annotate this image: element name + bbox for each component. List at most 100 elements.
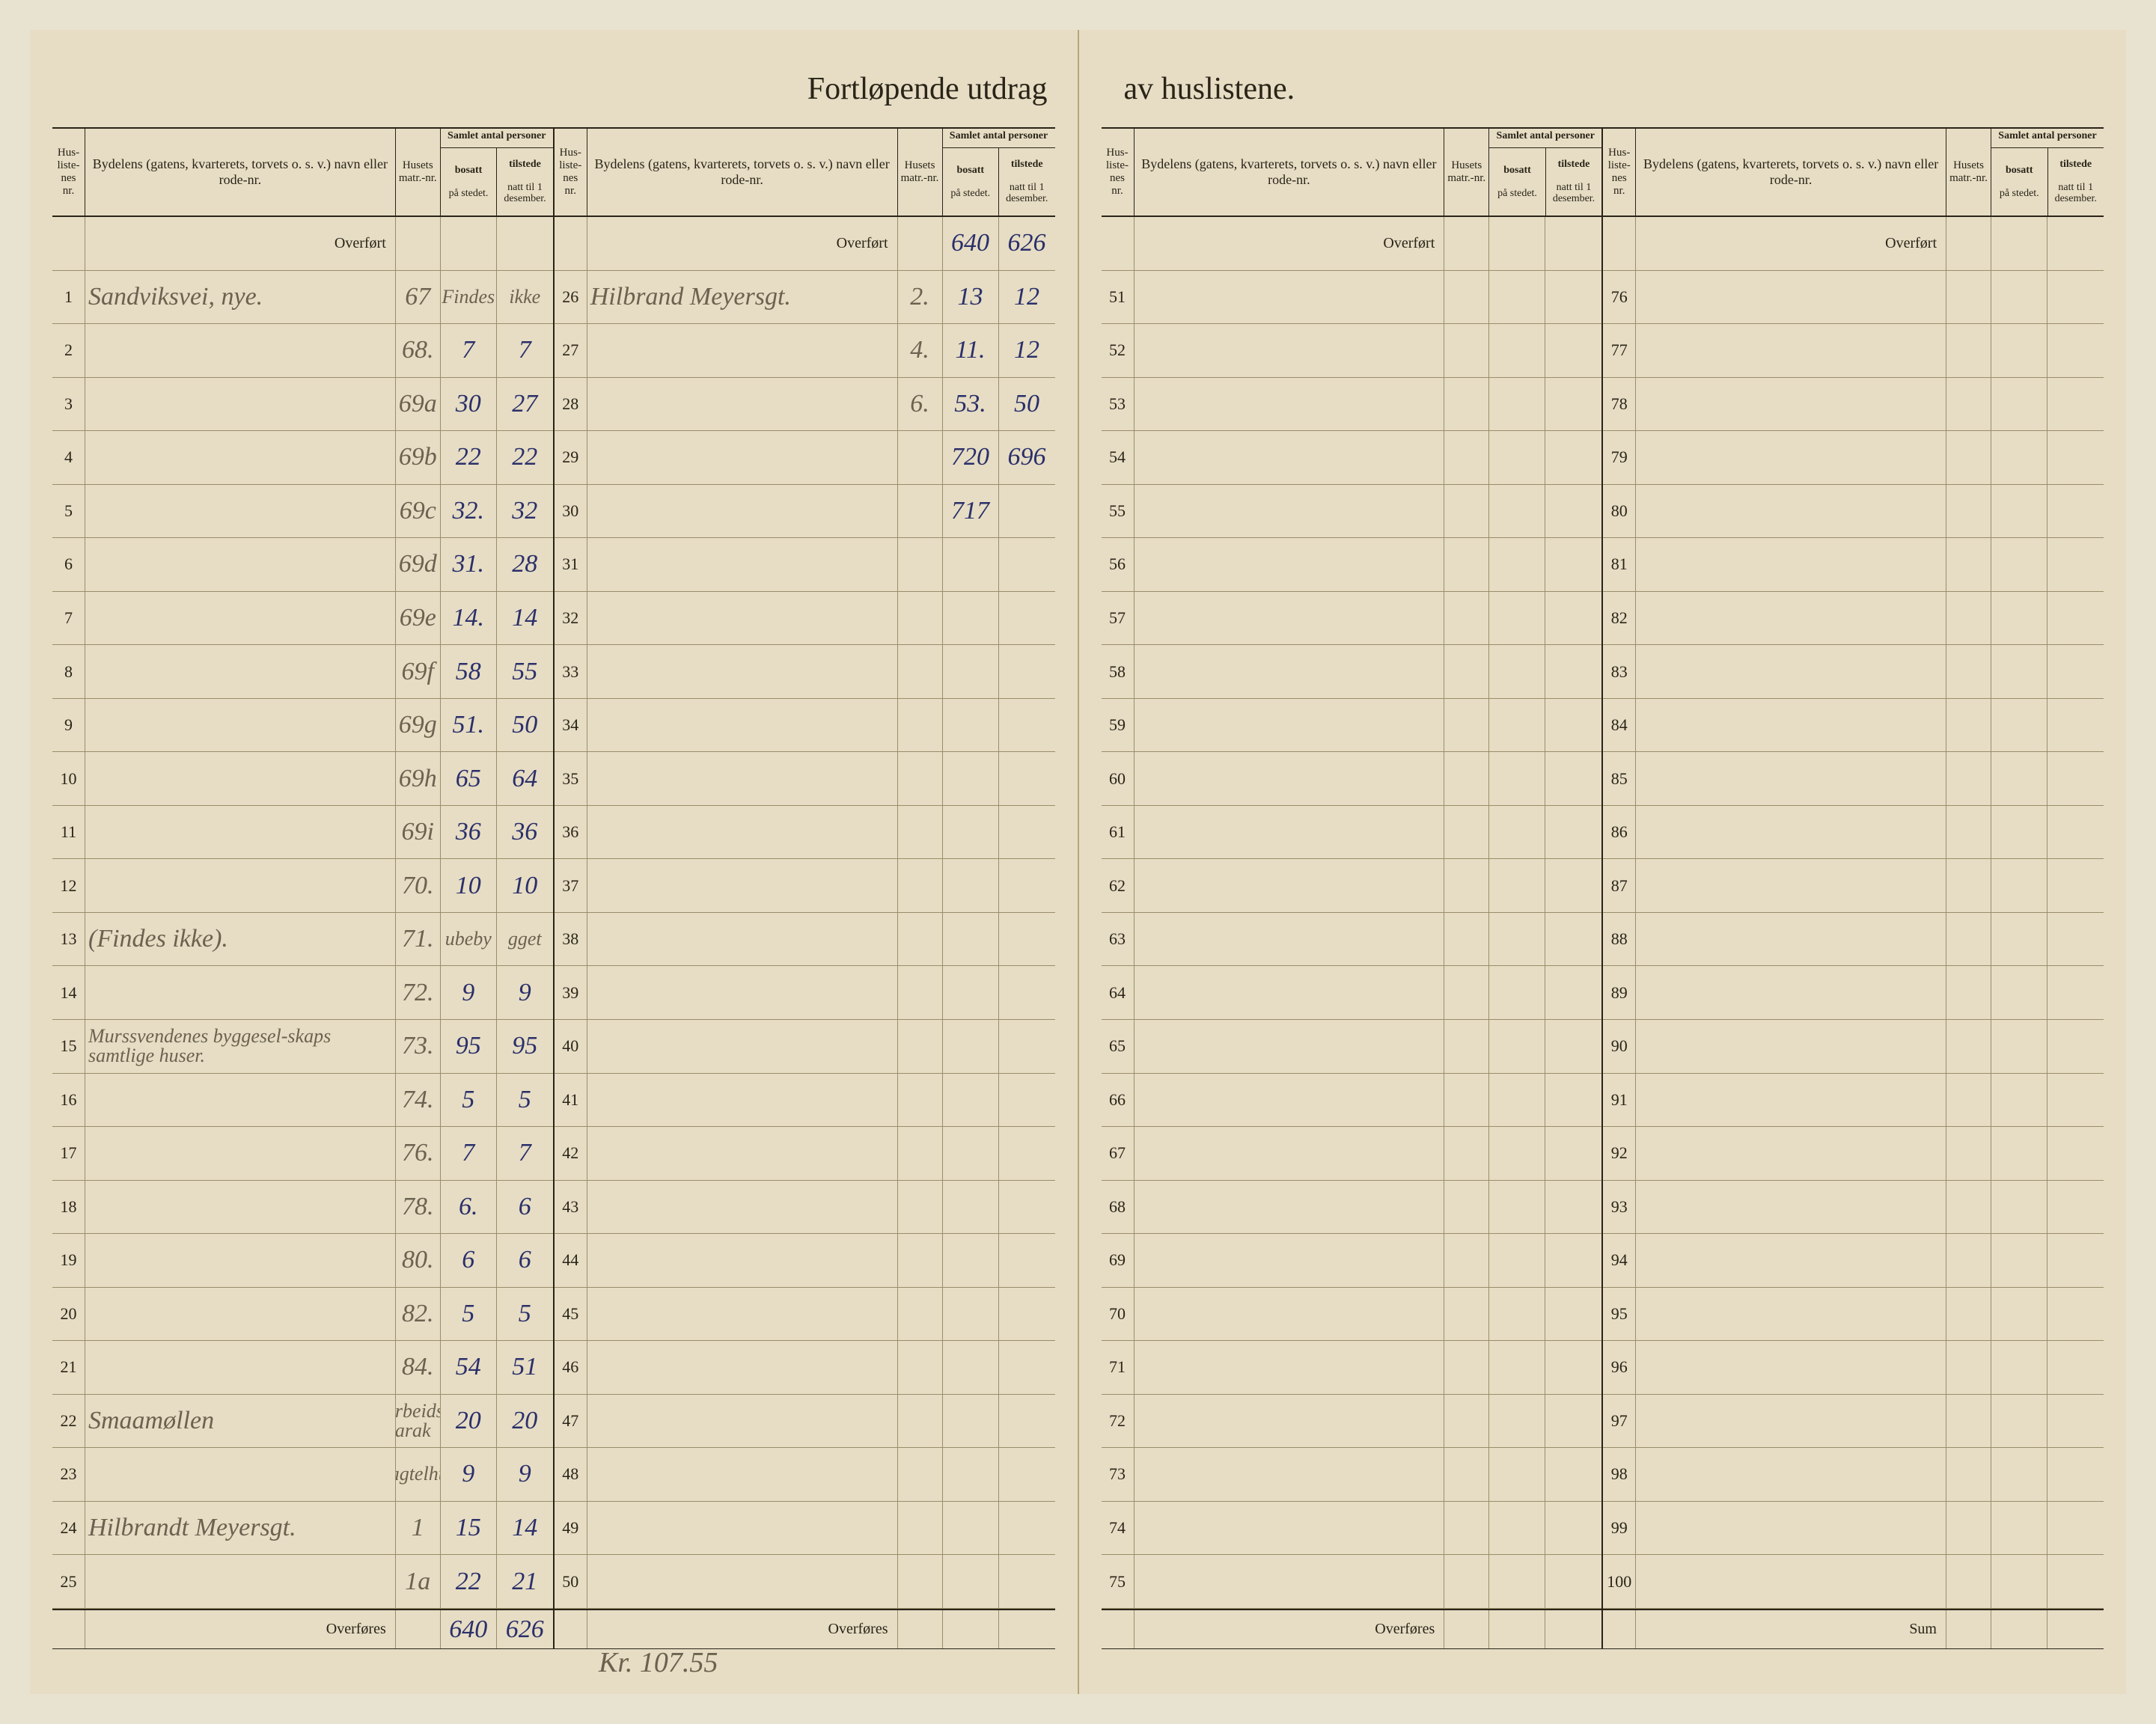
table-row: 78 bbox=[1603, 378, 2104, 432]
cell-nr: 19 bbox=[52, 1234, 85, 1287]
cell-nr: 33 bbox=[555, 645, 587, 698]
cell-bydel bbox=[85, 1181, 396, 1234]
cell-bydel bbox=[85, 806, 396, 859]
cell-tilstede bbox=[2047, 859, 2104, 912]
cell-nr: 49 bbox=[555, 1502, 587, 1555]
table-row: 18 78. 6. 6 bbox=[52, 1181, 553, 1235]
cell-bydel bbox=[1636, 271, 1946, 324]
cell-nr: 83 bbox=[1603, 645, 1636, 698]
cell-matr bbox=[1946, 378, 1991, 431]
footer-row: Overføres bbox=[555, 1609, 1055, 1649]
footer-row: Overføres 640 626 bbox=[52, 1609, 553, 1649]
cell-matr bbox=[1444, 966, 1489, 1019]
cell-bosatt bbox=[1991, 485, 2047, 538]
cell-nr: 7 bbox=[52, 592, 85, 645]
cell-matr bbox=[1946, 1502, 1991, 1555]
cell-nr: 95 bbox=[1603, 1288, 1636, 1341]
cell-nr: 28 bbox=[555, 378, 587, 431]
cell-matr bbox=[1946, 1234, 1991, 1287]
cell-bydel bbox=[1636, 645, 1946, 698]
table-row: 51 bbox=[1102, 271, 1602, 325]
cell-matr bbox=[1444, 806, 1489, 859]
cell-bydel bbox=[85, 1074, 396, 1127]
cell-matr: 69i bbox=[396, 806, 441, 859]
cell-nr: 12 bbox=[52, 859, 85, 912]
cell-bydel bbox=[587, 913, 898, 966]
cell-tilstede: 32 bbox=[497, 485, 553, 538]
cell-matr bbox=[1946, 913, 1991, 966]
cell-matr bbox=[1444, 324, 1489, 377]
table-row: 48 bbox=[555, 1448, 1055, 1502]
table-row: 42 bbox=[555, 1127, 1055, 1181]
cell-tilstede bbox=[1545, 752, 1601, 805]
cell-matr bbox=[898, 431, 943, 484]
cell-bydel bbox=[587, 645, 898, 698]
cell-tilstede bbox=[999, 1074, 1055, 1127]
cell-matr bbox=[898, 592, 943, 645]
cell-tilstede bbox=[1545, 913, 1601, 966]
cell-tilstede bbox=[2047, 913, 2104, 966]
footer-row: Sum bbox=[1603, 1609, 2104, 1649]
table-row: 35 bbox=[555, 752, 1055, 806]
cell-nr: 47 bbox=[555, 1395, 587, 1448]
table-row: 40 bbox=[555, 1020, 1055, 1074]
cell-tilstede bbox=[2047, 485, 2104, 538]
cell-bosatt bbox=[1991, 1020, 2047, 1073]
cell-nr: 43 bbox=[555, 1181, 587, 1234]
cell-bydel bbox=[85, 699, 396, 752]
table-row: 62 bbox=[1102, 859, 1602, 913]
cell-nr: 44 bbox=[555, 1234, 587, 1287]
cell-bosatt bbox=[1489, 699, 1545, 752]
cell-nr: 36 bbox=[555, 806, 587, 859]
cell-tilstede bbox=[1545, 645, 1601, 698]
cell-tilstede bbox=[999, 592, 1055, 645]
cell-bosatt bbox=[943, 859, 999, 912]
overfort-row: Overført bbox=[1102, 217, 1602, 271]
cell-nr: 50 bbox=[555, 1555, 587, 1608]
cell-nr: 37 bbox=[555, 859, 587, 912]
cell-bydel bbox=[1135, 859, 1445, 912]
cell-tilstede bbox=[1545, 1074, 1601, 1127]
table-row: 83 bbox=[1603, 645, 2104, 699]
cell-bydel bbox=[587, 1448, 898, 1501]
cell-tilstede bbox=[2047, 431, 2104, 484]
table-row: 41 bbox=[555, 1074, 1055, 1128]
cell-bosatt: 6. bbox=[441, 1181, 497, 1234]
cell-matr bbox=[1444, 1448, 1489, 1501]
cell-matr bbox=[1444, 1502, 1489, 1555]
cell-bydel bbox=[1135, 271, 1445, 324]
cell-bydel bbox=[587, 1020, 898, 1073]
cell-tilstede: ikke bbox=[497, 271, 553, 324]
cell-bydel bbox=[587, 1181, 898, 1234]
cell-tilstede: 696 bbox=[999, 431, 1055, 484]
table-row: 84 bbox=[1603, 699, 2104, 753]
cell-bosatt bbox=[943, 1502, 999, 1555]
cell-nr: 20 bbox=[52, 1288, 85, 1341]
cell-bosatt bbox=[943, 538, 999, 591]
cell-bydel bbox=[85, 538, 396, 591]
cell-bosatt: 95 bbox=[441, 1020, 497, 1073]
cell-bydel bbox=[85, 966, 396, 1019]
table-row: 32 bbox=[555, 592, 1055, 646]
cell-tilstede bbox=[1545, 1127, 1601, 1180]
cell-matr bbox=[1444, 431, 1489, 484]
cell-bosatt bbox=[943, 592, 999, 645]
cell-tilstede bbox=[1545, 271, 1601, 324]
cell-bosatt bbox=[943, 699, 999, 752]
cell-bosatt bbox=[943, 1181, 999, 1234]
cell-matr bbox=[1444, 1288, 1489, 1341]
cell-tilstede bbox=[1545, 1020, 1601, 1073]
columns-wrap-left: Hus-liste-nes nr. Bydelens (gatens, kvar… bbox=[52, 127, 1055, 1649]
cell-nr: 53 bbox=[1102, 378, 1135, 431]
cell-nr: 99 bbox=[1603, 1502, 1636, 1555]
cell-matr bbox=[1946, 431, 1991, 484]
cell-tilstede bbox=[2047, 378, 2104, 431]
cell-matr bbox=[1444, 1020, 1489, 1073]
cell-matr bbox=[1444, 271, 1489, 324]
cell-matr: 76. bbox=[396, 1127, 441, 1180]
table-row: 36 bbox=[555, 806, 1055, 860]
cell-nr: 66 bbox=[1102, 1074, 1135, 1127]
cell-tilstede bbox=[1545, 1448, 1601, 1501]
header-bosatt: bosattpå stedet. bbox=[1489, 148, 1546, 216]
cell-matr bbox=[1946, 1288, 1991, 1341]
